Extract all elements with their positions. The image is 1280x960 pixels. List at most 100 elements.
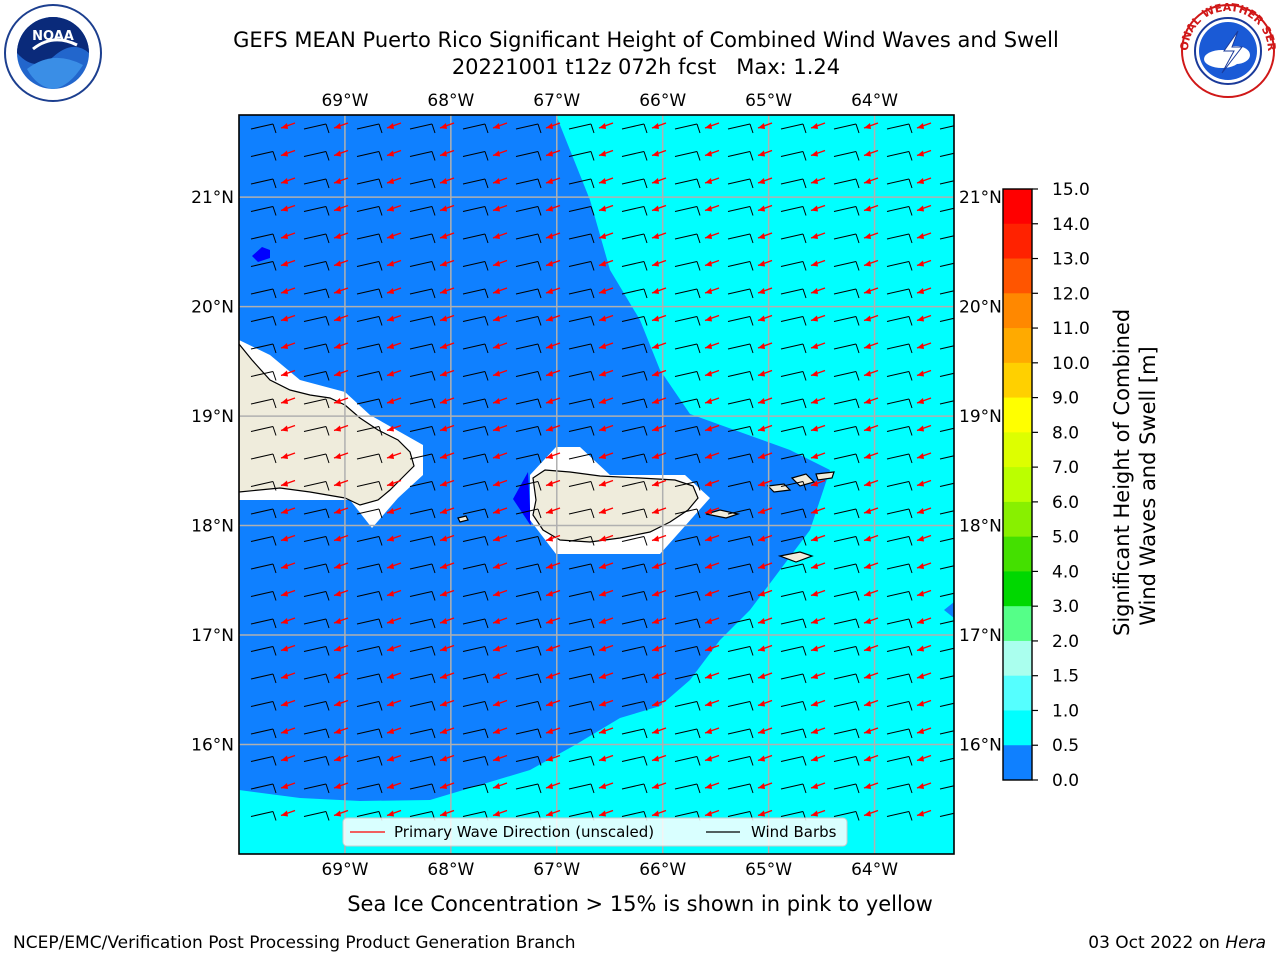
wave-arrow xyxy=(970,151,984,157)
wind-barb xyxy=(568,288,595,299)
wind-barb xyxy=(674,481,701,491)
lon-tick-label-top: 65°W xyxy=(745,91,792,111)
wave-arrow xyxy=(863,177,879,184)
wind-barb xyxy=(727,728,754,739)
wave-arrow xyxy=(545,452,561,459)
colorbar-band xyxy=(1003,258,1032,294)
wind-barb xyxy=(833,591,860,601)
wind-barb xyxy=(939,647,954,652)
lon-tick-label-bottom: 64°W xyxy=(851,860,898,880)
wave-arrow xyxy=(386,644,402,652)
wave-arrow xyxy=(598,424,614,432)
wave-arrow xyxy=(757,699,773,707)
wave-arrow xyxy=(333,342,349,349)
wave-arrow xyxy=(545,479,561,487)
wave-arrow xyxy=(598,699,614,707)
wind-barb xyxy=(462,481,489,491)
colorbar-tick-label: 8.0 xyxy=(1052,423,1079,443)
wind-barb xyxy=(674,453,701,464)
wave-arrow xyxy=(704,204,720,212)
wind-barb xyxy=(250,618,277,629)
wave-arrow xyxy=(916,424,932,432)
wind-barb xyxy=(515,673,542,684)
wave-arrow xyxy=(333,424,349,432)
wave-arrow xyxy=(863,424,879,432)
wind-barb xyxy=(674,178,701,189)
wind-barb xyxy=(886,481,913,491)
ocean-notch xyxy=(944,602,954,618)
wind-barb xyxy=(621,233,648,244)
wind-barb xyxy=(833,701,860,711)
wind-barb xyxy=(674,508,701,519)
wave-arrow xyxy=(810,149,826,157)
wave-arrow xyxy=(492,589,508,597)
wind-barb xyxy=(303,178,330,189)
wind-barb xyxy=(780,481,807,491)
wave-arrow xyxy=(704,259,720,267)
wind-barb xyxy=(250,206,277,216)
wind-barb xyxy=(780,618,807,629)
wind-barb xyxy=(780,536,807,546)
wave-arrow xyxy=(492,232,508,239)
wind-barb xyxy=(356,508,383,519)
wind-barb xyxy=(515,123,542,134)
wave-arrow xyxy=(280,397,296,404)
wind-barb xyxy=(250,701,277,711)
wave-arrow xyxy=(333,397,349,404)
wind-barb xyxy=(515,316,542,326)
wind-barb xyxy=(833,453,860,464)
wind-barb xyxy=(303,398,330,409)
wave-arrow xyxy=(439,287,455,294)
wind-barb xyxy=(833,673,860,684)
wind-barb xyxy=(833,398,860,409)
wave-arrow xyxy=(439,617,455,624)
wave-arrow xyxy=(863,369,879,377)
wave-arrow xyxy=(386,727,402,734)
wind-barb xyxy=(886,426,913,436)
colorbar-band xyxy=(1003,745,1032,781)
wind-barb xyxy=(727,398,754,409)
wind-barb xyxy=(780,701,807,711)
wind-barb xyxy=(886,206,913,216)
wave-arrow xyxy=(386,589,402,597)
wave-arrow xyxy=(757,534,773,542)
colorbar-tick-label: 14.0 xyxy=(1052,215,1090,235)
wave-arrow xyxy=(651,644,667,652)
wave-arrow xyxy=(280,177,296,184)
wind-barb xyxy=(621,536,648,546)
legend-barb-label: Wind Barbs xyxy=(751,823,837,841)
wind-barb xyxy=(303,563,330,574)
wind-barb xyxy=(833,151,860,161)
wave-arrow xyxy=(704,644,720,652)
wave-arrow xyxy=(916,452,932,459)
wave-arrow xyxy=(545,782,561,789)
wave-arrow xyxy=(280,809,296,817)
wave-arrow xyxy=(863,727,879,734)
lon-tick-label-top: 68°W xyxy=(427,91,474,111)
wind-barb xyxy=(409,701,436,711)
wind-barb xyxy=(674,756,701,766)
wind-barb xyxy=(515,618,542,629)
wind-barb xyxy=(621,151,648,161)
wave-arrow xyxy=(598,452,614,459)
wave-arrow xyxy=(545,232,561,239)
colorbar-tick-label: 3.0 xyxy=(1052,597,1079,617)
wind-barb xyxy=(621,426,648,436)
lon-tick-label-bottom: 67°W xyxy=(533,860,580,880)
wind-barb xyxy=(833,728,860,739)
colorbar-tick-label: 0.0 xyxy=(1052,771,1079,790)
wind-barb xyxy=(727,151,754,161)
wind-barb xyxy=(621,371,648,381)
wind-barb xyxy=(462,536,489,546)
wind-barb xyxy=(303,426,330,436)
wind-barb xyxy=(674,426,701,436)
wind-barb xyxy=(250,756,277,766)
colorbar-tick-label: 7.0 xyxy=(1052,458,1079,478)
wind-barb xyxy=(356,591,383,601)
wind-barb xyxy=(939,427,954,432)
wave-arrow xyxy=(545,149,561,157)
wind-barb xyxy=(939,262,954,267)
wave-arrow xyxy=(970,481,984,487)
wind-barb xyxy=(250,288,277,299)
wind-barb xyxy=(939,235,954,240)
